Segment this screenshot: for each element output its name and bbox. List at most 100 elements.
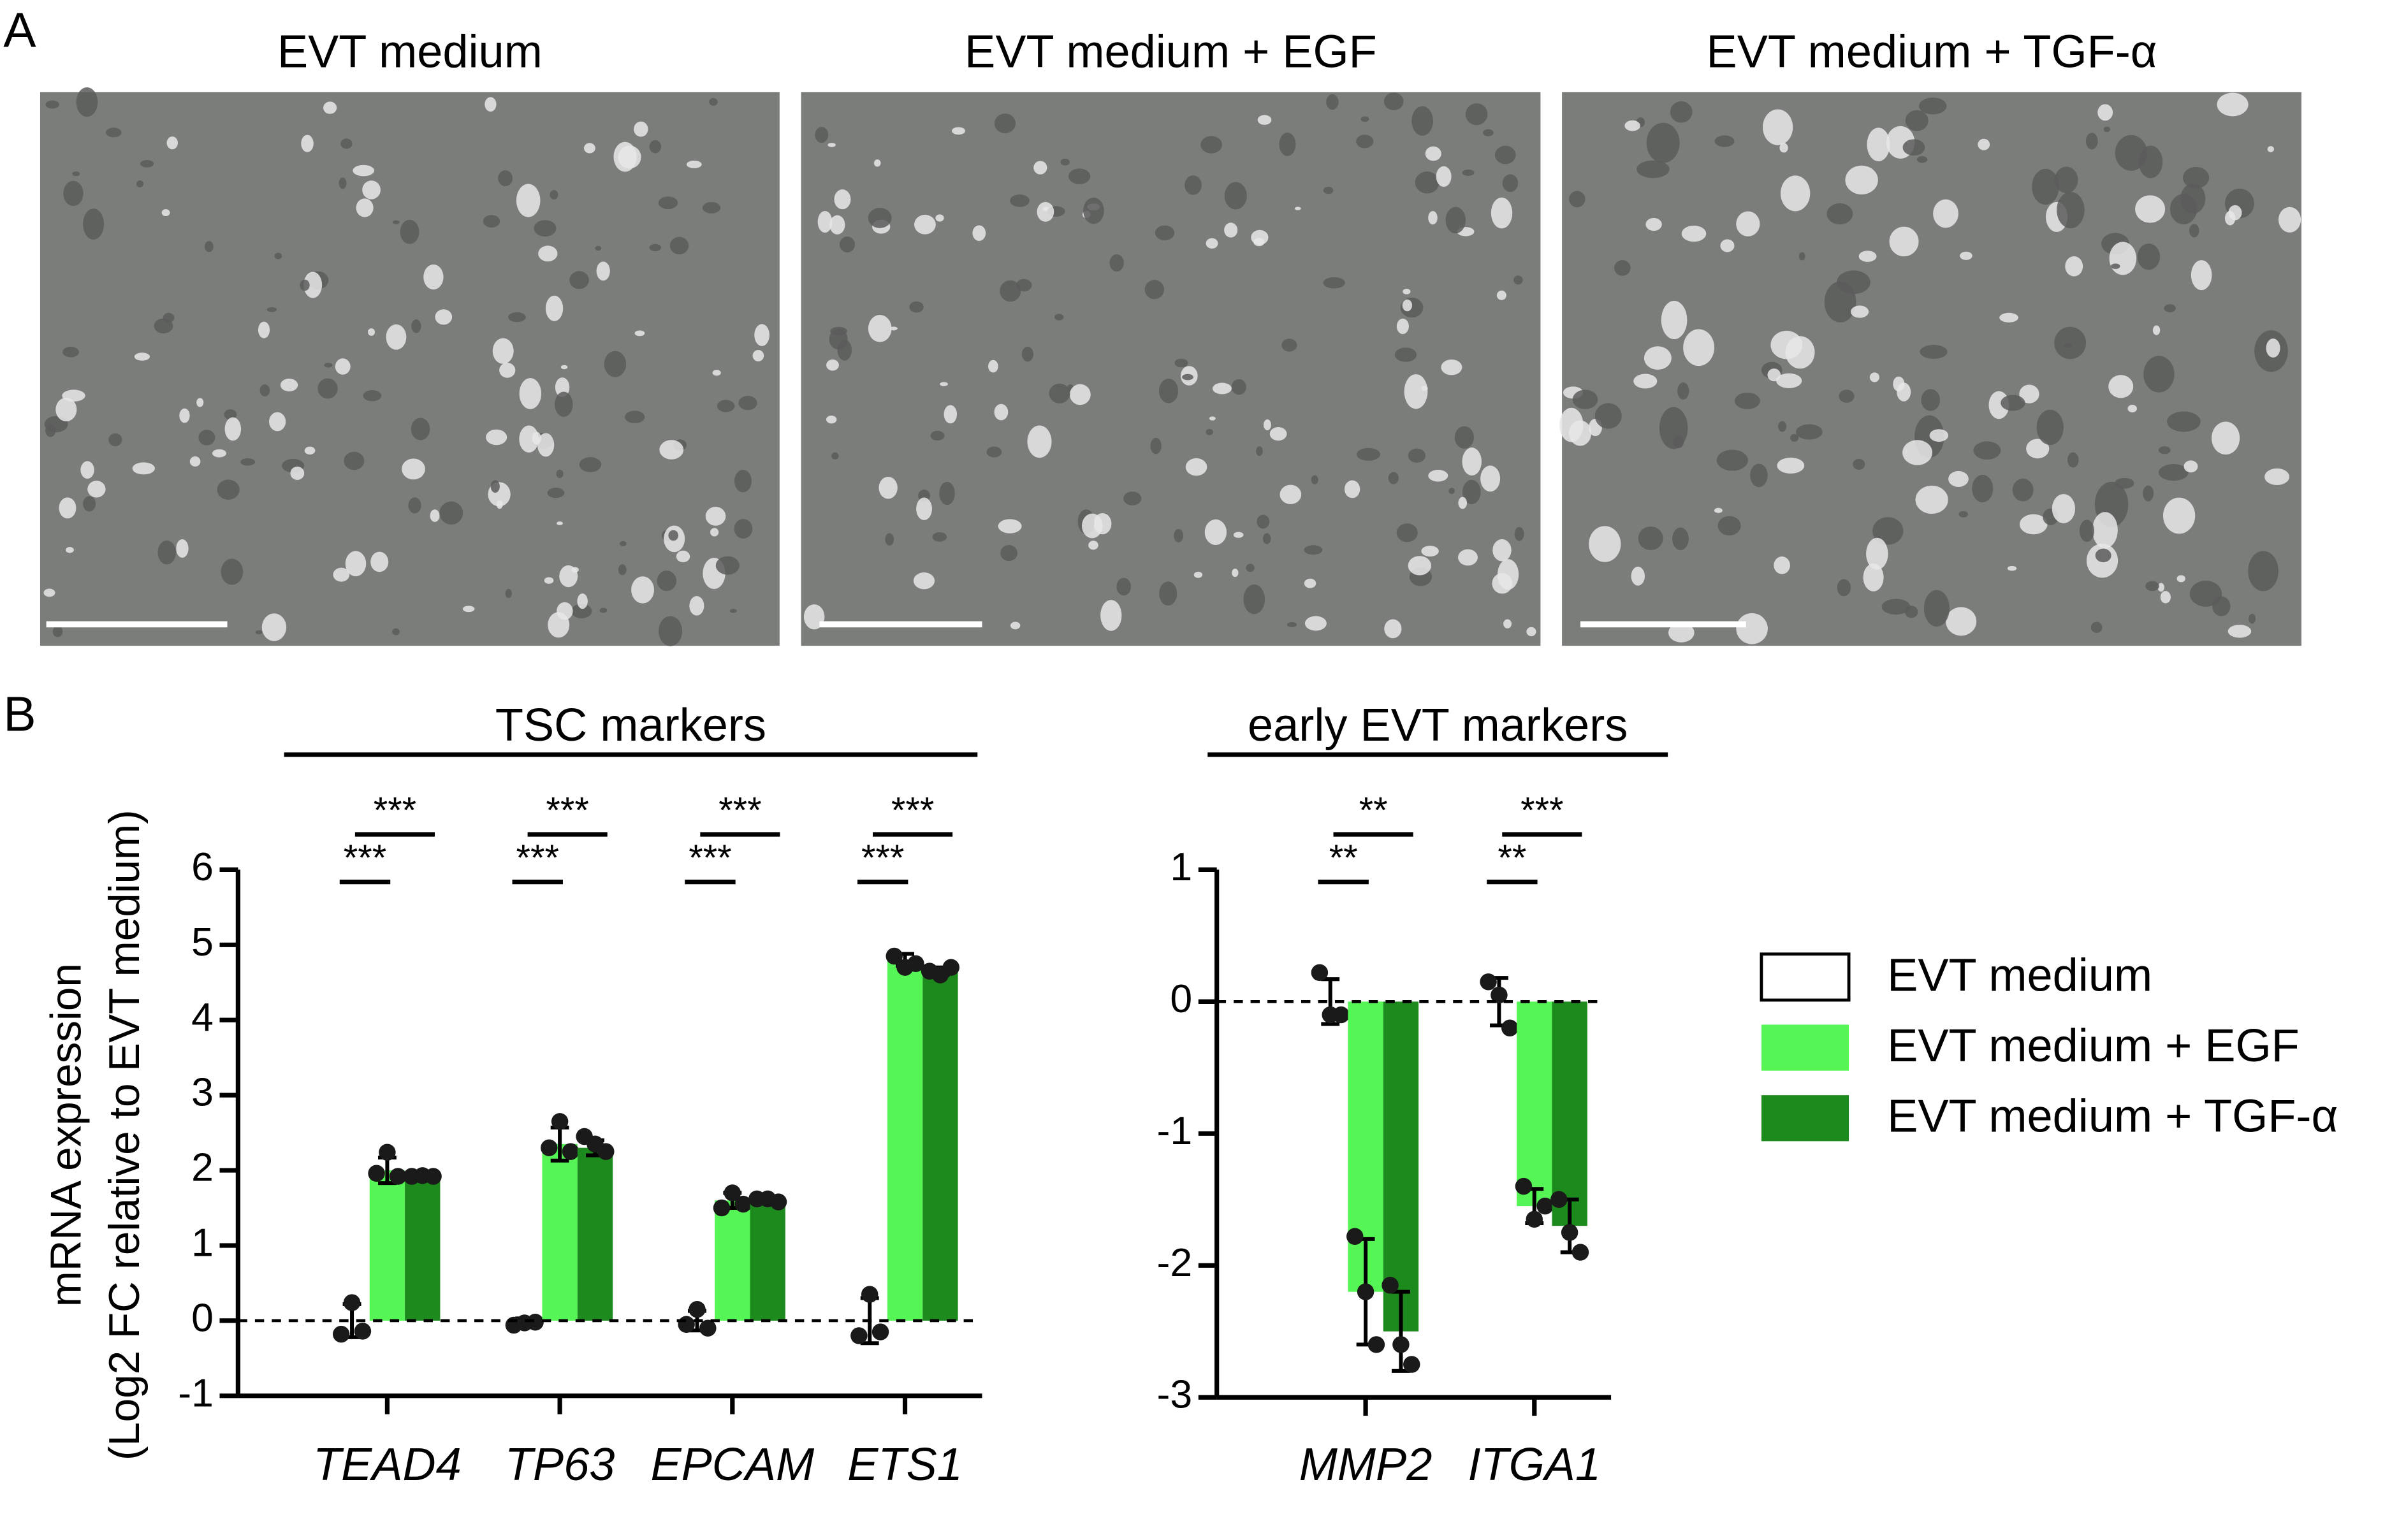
bar — [887, 959, 923, 1321]
cell — [1750, 463, 1768, 488]
cell — [1445, 207, 1466, 234]
y-tick-label: 0 — [1170, 977, 1192, 1021]
cell — [1232, 569, 1239, 578]
cell — [198, 430, 215, 446]
cell — [1150, 437, 1162, 454]
cell — [1256, 446, 1263, 456]
cell — [2266, 338, 2280, 358]
cell — [631, 576, 655, 604]
cell — [1716, 449, 1748, 471]
cell — [52, 625, 63, 637]
cell — [1920, 345, 1948, 359]
cell — [1905, 110, 1928, 131]
data-point — [871, 1323, 889, 1340]
cell — [1159, 581, 1177, 606]
y-tick-label: 4 — [191, 995, 214, 1040]
cell — [301, 134, 314, 152]
cell — [2158, 446, 2171, 454]
cell — [815, 127, 829, 143]
cell — [2145, 581, 2159, 592]
cell — [2249, 613, 2256, 624]
cell — [1569, 420, 1592, 446]
cell — [154, 318, 173, 334]
cell — [994, 403, 1009, 421]
cell — [710, 528, 719, 537]
cell — [1869, 372, 1879, 382]
cell — [485, 97, 497, 112]
cell — [300, 279, 310, 291]
cell — [754, 324, 769, 346]
cell — [916, 497, 932, 521]
micrograph-title: EVT medium + EGF — [965, 27, 1377, 78]
cell — [1448, 488, 1455, 495]
cell — [1403, 288, 1411, 294]
data-point — [354, 1323, 372, 1340]
cell — [569, 271, 589, 289]
cell — [1668, 623, 1695, 643]
cell — [1411, 106, 1433, 136]
cell — [548, 612, 570, 638]
data-point — [1311, 964, 1329, 982]
cell — [333, 567, 350, 582]
cell — [1458, 497, 1468, 509]
cell — [161, 209, 170, 217]
cell — [1404, 374, 1428, 409]
cell — [1681, 225, 1707, 242]
cell — [1480, 465, 1501, 492]
cell — [1839, 389, 1855, 403]
cell — [1514, 527, 1524, 541]
cell — [1193, 571, 1203, 578]
cell — [439, 501, 463, 525]
cell — [519, 425, 539, 453]
cell — [676, 550, 690, 563]
data-point — [699, 1319, 717, 1337]
cell — [1889, 226, 1919, 257]
data-point — [713, 1199, 731, 1217]
cell — [873, 159, 881, 167]
cell — [2176, 575, 2185, 583]
x-tick-label: ETS1 — [847, 1439, 963, 1490]
sig-label: *** — [689, 838, 731, 878]
cell — [547, 488, 565, 498]
cell — [72, 171, 80, 177]
cell — [988, 360, 998, 373]
cell — [909, 301, 924, 313]
cell — [1304, 578, 1316, 588]
cell — [392, 220, 400, 224]
cell — [559, 565, 578, 588]
legend-label: EVT medium + TGF-α — [1887, 1091, 2338, 1142]
cell — [269, 412, 286, 432]
cell — [402, 458, 425, 480]
cell — [2057, 191, 2085, 229]
cell — [205, 241, 214, 252]
data-point — [425, 1168, 442, 1185]
cell — [1174, 528, 1184, 542]
cell — [1383, 92, 1404, 110]
cell — [2114, 477, 2134, 489]
cell — [1304, 616, 1327, 631]
cell — [87, 481, 106, 498]
cell — [45, 100, 59, 109]
cell — [1673, 435, 1684, 449]
cell — [408, 497, 421, 514]
y-tick-label: 0 — [191, 1295, 214, 1340]
cell — [2067, 452, 2079, 468]
cell — [430, 509, 440, 522]
cell — [545, 295, 564, 321]
cell — [1294, 207, 1301, 210]
data-point — [1550, 1191, 1568, 1209]
cell — [1972, 474, 1994, 503]
cell — [2032, 168, 2059, 205]
data-point — [541, 1139, 558, 1156]
cell — [1492, 573, 1513, 594]
cell — [669, 236, 689, 255]
cell — [1257, 514, 1270, 529]
cell — [2019, 384, 2039, 403]
micrograph-title: EVT medium + TGF-α — [1707, 27, 2157, 78]
data-point — [527, 1314, 544, 1331]
cell — [659, 616, 683, 646]
data-point — [1332, 1006, 1350, 1024]
bar — [542, 1144, 578, 1321]
cell — [266, 307, 277, 312]
cell — [2097, 104, 2113, 121]
